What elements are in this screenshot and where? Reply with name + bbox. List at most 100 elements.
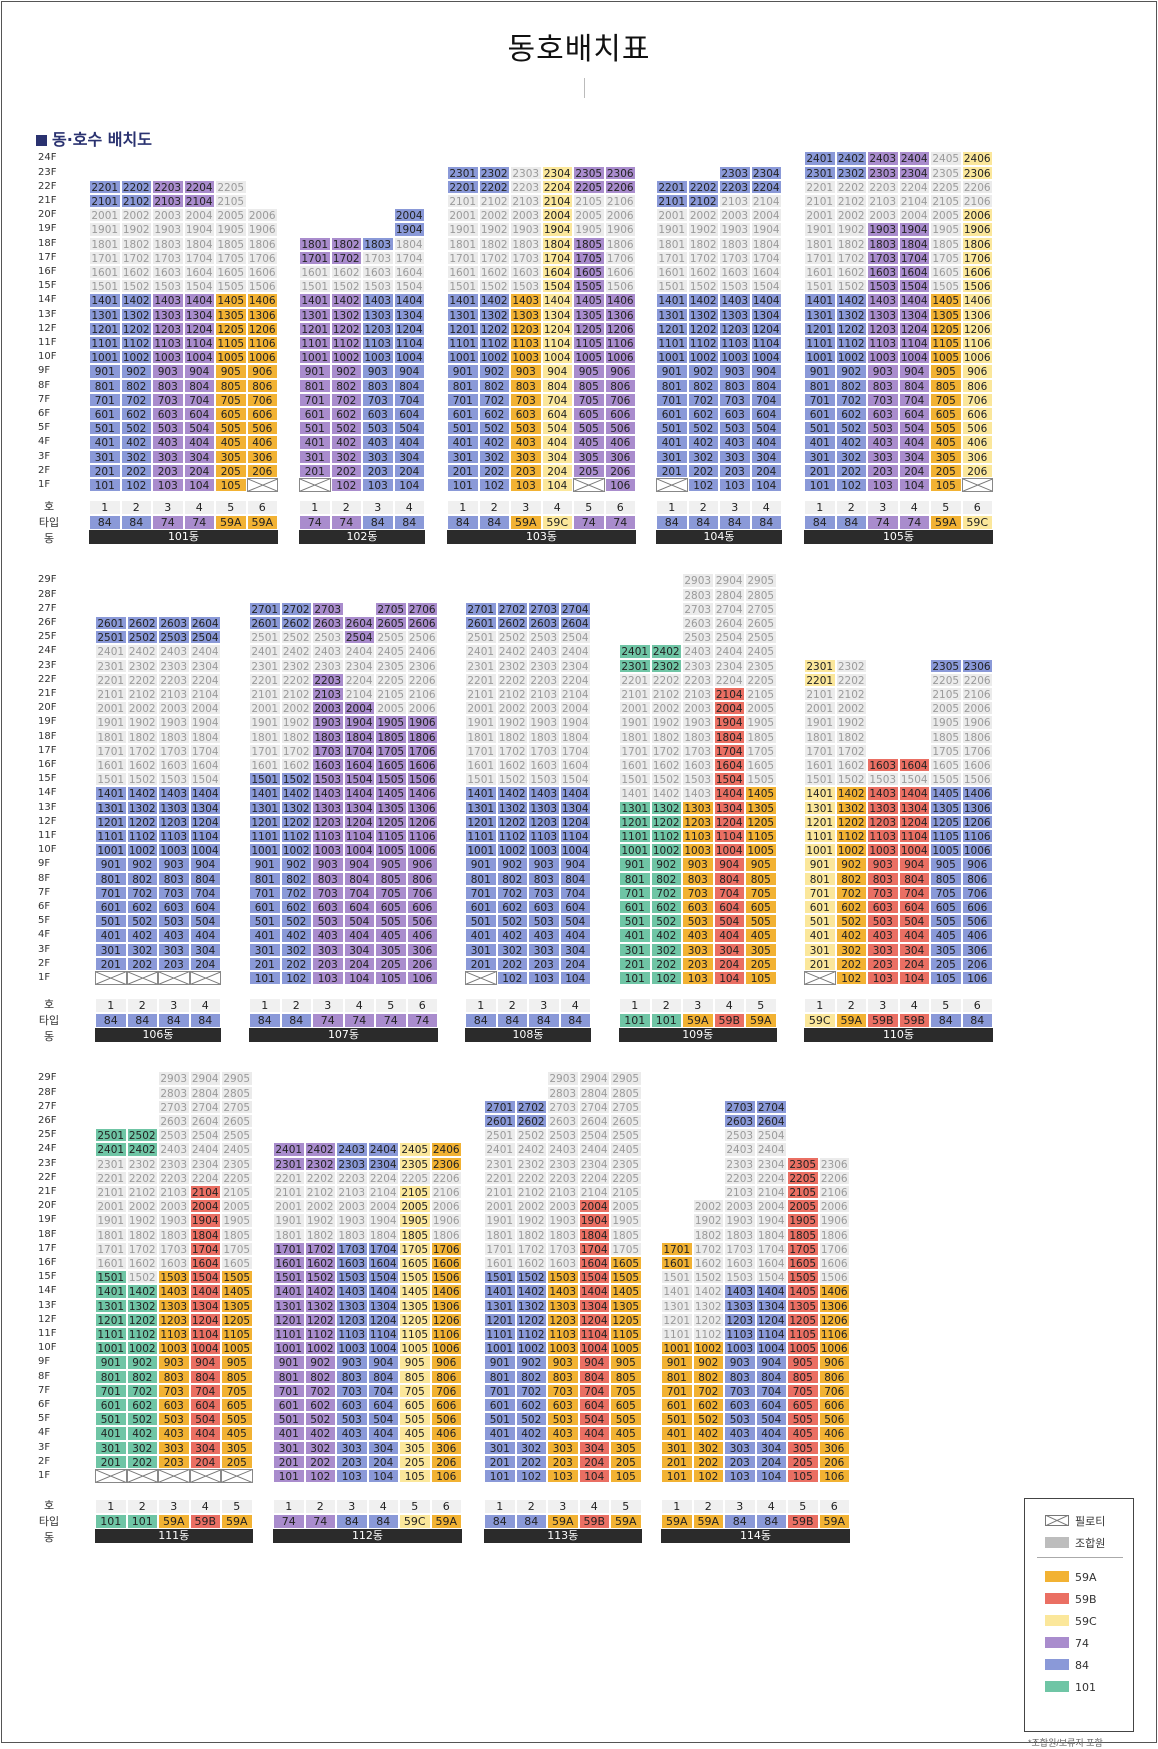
unit-cell[interactable]: 102 [120,478,152,493]
unit-cell[interactable]: 301 [95,942,127,957]
unit-cell[interactable]: 1602 [126,1256,158,1271]
unit-cell[interactable]: 1405 [610,1284,642,1299]
unit-cell[interactable]: 1704 [343,743,375,758]
unit-cell[interactable]: 403 [336,1426,368,1441]
unit-cell[interactable]: 2205 [375,672,407,687]
unit-cell[interactable]: 403 [312,928,344,943]
unit-cell[interactable]: 2201 [484,1170,516,1185]
unit-cell[interactable]: 802 [687,378,719,393]
unit-cell[interactable]: 1703 [158,1241,190,1256]
unit-cell[interactable]: 2605 [610,1114,642,1129]
unit-cell[interactable]: 101 [447,478,479,493]
unit-cell[interactable]: 1502 [496,772,528,787]
unit-cell[interactable]: 1002 [478,350,510,365]
unit-cell[interactable]: 1403 [724,1284,756,1299]
unit-cell[interactable]: 406 [430,1426,462,1441]
unit-cell[interactable]: 1402 [835,293,867,308]
unit-cell[interactable]: 503 [528,914,560,929]
unit-cell[interactable]: 1606 [430,1256,462,1271]
unit-cell[interactable]: 1102 [478,336,510,351]
unit-cell[interactable]: 1406 [818,1284,850,1299]
unit-cell[interactable]: 1605 [399,1256,431,1271]
unit-cell[interactable]: 503 [158,1412,190,1427]
unit-cell[interactable]: 2001 [619,701,651,716]
piloti-cell[interactable] [126,1469,158,1484]
unit-cell[interactable]: 1304 [750,307,782,322]
unit-cell[interactable]: 1904 [898,222,930,237]
unit-cell[interactable]: 2402 [126,1142,158,1157]
unit-cell[interactable]: 601 [619,900,651,915]
unit-cell[interactable]: 1302 [126,1298,158,1313]
unit-cell[interactable]: 1105 [930,829,962,844]
unit-cell[interactable]: 1102 [126,829,158,844]
unit-cell[interactable]: 1801 [89,236,121,251]
unit-cell[interactable]: 2203 [528,672,560,687]
unit-cell[interactable]: 1202 [496,814,528,829]
unit-cell[interactable]: 1403 [719,293,751,308]
unit-cell[interactable]: 305 [930,942,962,957]
unit-cell[interactable]: 2301 [447,165,479,180]
unit-cell[interactable]: 1305 [610,1298,642,1313]
unit-cell[interactable]: 1903 [719,222,751,237]
unit-cell[interactable]: 601 [249,900,281,915]
unit-cell[interactable]: 705 [930,885,962,900]
unit-cell[interactable]: 602 [126,1398,158,1413]
unit-cell[interactable]: 406 [406,928,438,943]
unit-cell[interactable]: 1304 [189,1298,221,1313]
unit-cell[interactable]: 1101 [299,336,331,351]
unit-cell[interactable]: 2703 [724,1099,756,1114]
unit-cell[interactable]: 1301 [89,307,121,322]
unit-cell[interactable]: 1704 [578,1241,610,1256]
unit-cell[interactable]: 2305 [930,165,962,180]
unit-cell[interactable]: 1705 [573,250,605,265]
unit-cell[interactable]: 2303 [547,1156,579,1171]
unit-cell[interactable]: 2905 [221,1071,253,1086]
unit-cell[interactable]: 902 [496,857,528,872]
unit-cell[interactable]: 704 [189,1383,221,1398]
unit-cell[interactable]: 801 [95,1369,127,1384]
unit-cell[interactable]: 1402 [120,293,152,308]
unit-cell[interactable]: 404 [343,928,375,943]
unit-cell[interactable]: 1505 [930,772,962,787]
unit-cell[interactable]: 1403 [158,786,190,801]
unit-cell[interactable]: 1604 [750,265,782,280]
unit-cell[interactable]: 1703 [547,1241,579,1256]
piloti-cell[interactable] [246,478,278,493]
unit-cell[interactable]: 1306 [430,1298,462,1313]
unit-cell[interactable]: 305 [399,1440,431,1455]
unit-cell[interactable]: 1104 [189,1327,221,1342]
unit-cell[interactable]: 2004 [183,208,215,223]
unit-cell[interactable]: 306 [406,942,438,957]
unit-cell[interactable]: 1201 [661,1312,693,1327]
unit-cell[interactable]: 1404 [189,1284,221,1299]
unit-cell[interactable]: 2004 [189,701,221,716]
unit-cell[interactable]: 601 [656,407,688,422]
unit-cell[interactable]: 1606 [961,265,993,280]
unit-cell[interactable]: 1305 [221,1298,253,1313]
unit-cell[interactable]: 1003 [510,350,542,365]
unit-cell[interactable]: 103 [152,478,184,493]
unit-cell[interactable]: 2504 [755,1128,787,1143]
unit-cell[interactable]: 705 [787,1383,819,1398]
unit-cell[interactable]: 401 [656,435,688,450]
unit-cell[interactable]: 1303 [152,307,184,322]
unit-cell[interactable]: 403 [682,928,714,943]
unit-cell[interactable]: 1103 [362,336,394,351]
unit-cell[interactable]: 1404 [343,786,375,801]
unit-cell[interactable]: 904 [713,857,745,872]
unit-cell[interactable]: 402 [692,1426,724,1441]
unit-cell[interactable]: 1006 [818,1341,850,1356]
unit-cell[interactable]: 301 [804,449,836,464]
unit-cell[interactable]: 2704 [755,1099,787,1114]
unit-cell[interactable]: 503 [682,914,714,929]
unit-cell[interactable]: 1101 [95,829,127,844]
unit-cell[interactable]: 803 [719,378,751,393]
unit-cell[interactable]: 1902 [835,715,867,730]
unit-cell[interactable]: 1402 [304,1284,336,1299]
unit-cell[interactable]: 1202 [692,1312,724,1327]
unit-cell[interactable]: 1304 [713,800,745,815]
unit-cell[interactable]: 1403 [528,786,560,801]
unit-cell[interactable]: 1701 [89,250,121,265]
unit-cell[interactable]: 701 [465,885,497,900]
unit-cell[interactable]: 1303 [719,307,751,322]
